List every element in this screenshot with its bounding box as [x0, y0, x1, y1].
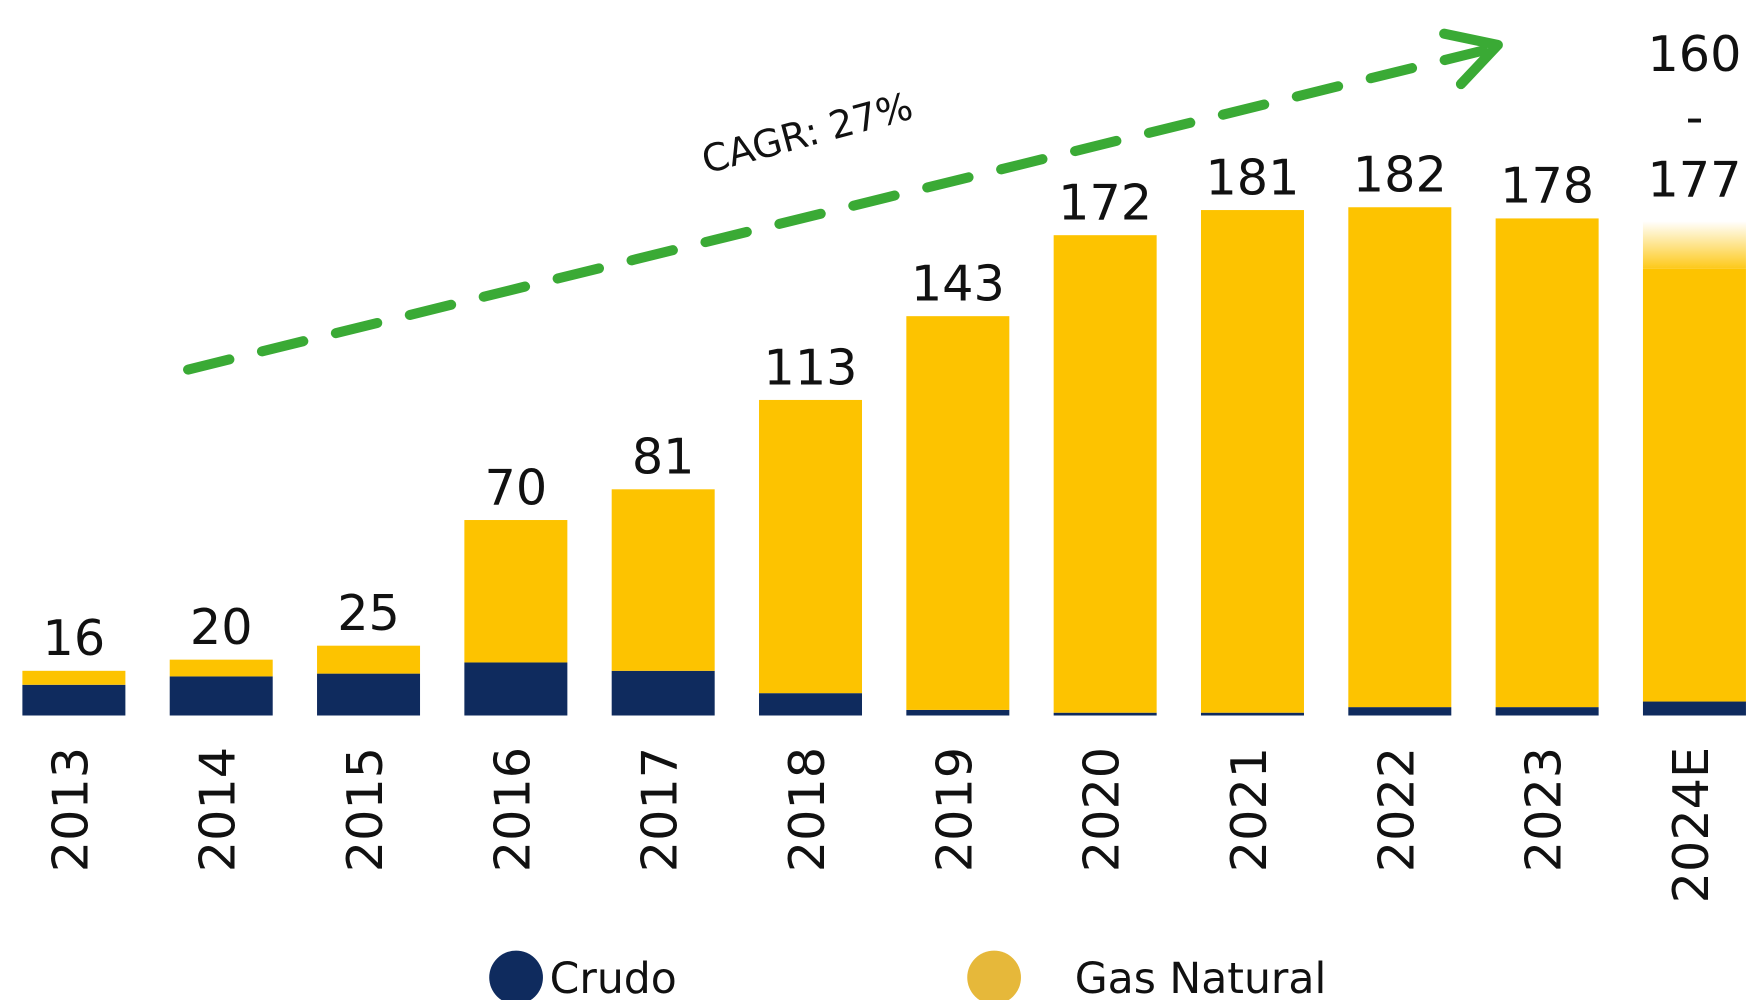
- bar-segment: [317, 645, 421, 674]
- bar-segment: [611, 489, 715, 671]
- bar-segment: [464, 662, 568, 716]
- legend-swatch: [967, 950, 1021, 1004]
- total-label: 182: [1353, 146, 1447, 204]
- x-tick-label: 2019: [925, 747, 983, 872]
- cagr-arrow: [183, 45, 1489, 375]
- bar-segment: [1200, 210, 1304, 713]
- bar-segment: [317, 673, 421, 716]
- bar-segment: [611, 670, 715, 716]
- bar-segment: [1053, 235, 1157, 713]
- legend-label: Crudo: [550, 955, 677, 1000]
- bar-segment: [1348, 707, 1452, 716]
- legend-swatch: [489, 950, 543, 1004]
- bar-segment: [22, 670, 126, 685]
- total-label: 172: [1058, 174, 1152, 232]
- bar-segment: [22, 684, 126, 716]
- bar-segment: [1348, 207, 1452, 708]
- total-label: 16: [43, 609, 106, 667]
- x-tick-label: 2017: [631, 747, 689, 872]
- x-tick-label: 2013: [41, 747, 99, 872]
- range-high: 177: [1647, 151, 1741, 209]
- bar-segment: [1642, 701, 1746, 716]
- x-tick-label: 2023: [1515, 747, 1573, 872]
- x-tick-label: 2014: [189, 747, 247, 872]
- total-label: 143: [911, 254, 1005, 312]
- cagr-arrowhead: [1439, 28, 1503, 90]
- legend-label: Gas Natural: [1075, 955, 1327, 1000]
- cagr-annotation: CAGR: 27%: [697, 84, 917, 182]
- x-tick-label: 2018: [778, 747, 836, 872]
- total-label: 178: [1500, 157, 1594, 215]
- total-label: 181: [1205, 148, 1299, 206]
- total-label: 25: [337, 584, 400, 642]
- range-low: 160: [1647, 25, 1741, 83]
- x-tick-label: 2020: [1073, 747, 1131, 872]
- bar-segment: [1495, 218, 1599, 708]
- x-tick-label: 2024E: [1662, 747, 1720, 903]
- estimate-range: [1642, 221, 1746, 269]
- total-label: 20: [190, 598, 253, 656]
- x-tick-label: 2015: [336, 747, 394, 872]
- x-tick-label: 2022: [1367, 747, 1425, 872]
- bar-segment: [1053, 712, 1157, 716]
- total-label: 81: [632, 428, 695, 486]
- bar-segment: [169, 676, 273, 716]
- bar-segment: [1495, 707, 1599, 716]
- bar-segment: [759, 693, 863, 716]
- bar-segment: [1200, 712, 1304, 716]
- bar-segment: [906, 709, 1010, 716]
- total-label: 113: [764, 338, 858, 396]
- bar-segment: [906, 316, 1010, 710]
- total-label: 70: [485, 458, 548, 516]
- range-separator: -: [1686, 88, 1704, 146]
- bar-segment: [464, 520, 568, 663]
- bar-segment: [1642, 268, 1746, 702]
- x-tick-label: 2016: [483, 747, 541, 872]
- bar-segment: [759, 399, 863, 694]
- bar-segment: [169, 659, 273, 677]
- x-tick-label: 2021: [1220, 747, 1278, 872]
